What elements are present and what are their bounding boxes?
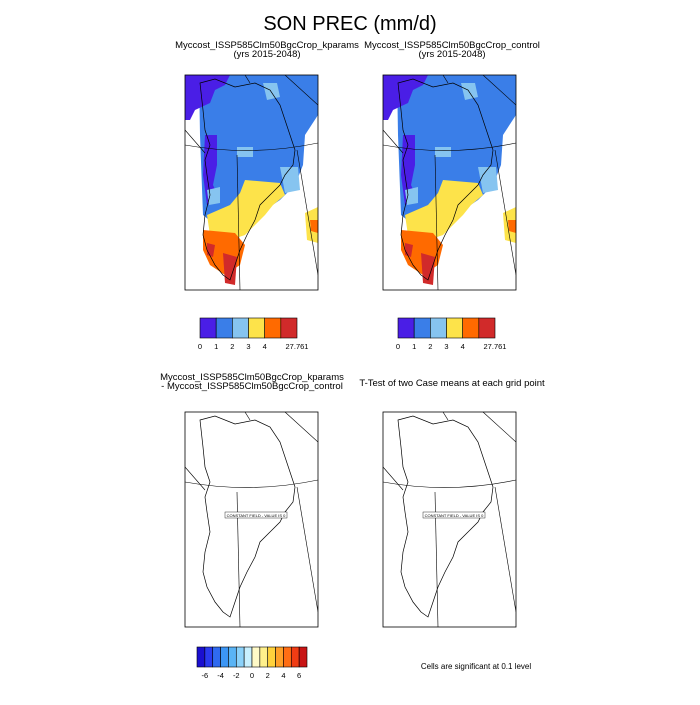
main-title: SON PREC (mm/d) (263, 13, 436, 35)
map-frame (382, 74, 517, 291)
map (383, 412, 516, 627)
map-panel (382, 74, 517, 291)
colorbar-label: 4 (263, 342, 267, 351)
map-frame (184, 411, 319, 628)
colorbar-box (283, 646, 292, 668)
colorbar-label: 2 (428, 342, 432, 351)
colorbar-label: 27.761 (484, 342, 507, 351)
colorbar-label: 6 (297, 671, 301, 680)
colorbar-box (228, 646, 237, 668)
precip-field (383, 75, 516, 285)
colorbar-box (397, 317, 415, 339)
colorbar-box (280, 317, 298, 339)
colorbar-label: 27.761 (286, 342, 309, 351)
colorbar-box (462, 317, 480, 339)
colorbar-label: -6 (202, 671, 209, 680)
colorbar-box (290, 646, 300, 668)
colorbar-box (248, 317, 265, 339)
panel-title: Myccost_ISSP585Clm50BgcCrop_kparams (160, 372, 344, 383)
graticule (185, 412, 318, 627)
colorbar-box (212, 646, 221, 668)
colorbar-label: 0 (198, 342, 202, 351)
colorbar-box (251, 646, 261, 668)
field-label-box (422, 511, 486, 519)
map (185, 75, 318, 290)
panel-title: Myccost_ISSP585Clm50BgcCrop_control (364, 40, 540, 51)
colorbar-box (267, 646, 276, 668)
colorbar-box (243, 646, 253, 668)
precip-field (185, 75, 318, 285)
map-panel: CONSTANT FIELD - VALUE IS 0 (184, 411, 319, 628)
colorbar-box (413, 317, 431, 339)
colorbar-box (199, 317, 217, 339)
panel-title: (yrs 2015-2048) (418, 49, 485, 60)
colorbar-label: 1 (412, 342, 416, 351)
colorbar-label: 0 (396, 342, 400, 351)
map (383, 75, 516, 290)
colorbar-label: 3 (444, 342, 448, 351)
colorbar-box (446, 317, 463, 339)
colorbar-box (235, 646, 245, 668)
field-label: CONSTANT FIELD - VALUE IS 0 (227, 513, 286, 518)
panel-title: T-Test of two Case means at each grid po… (359, 378, 545, 389)
map-frame (184, 74, 319, 291)
colorbar-label: 0 (250, 671, 254, 680)
panel-title: Myccost_ISSP585Clm50BgcCrop_kparams (175, 40, 359, 51)
colorbar-box (430, 317, 447, 339)
colorbar-box (204, 646, 214, 668)
map-frame (382, 411, 517, 628)
colorbar-label: 2 (230, 342, 234, 351)
colorbar-label: 2 (266, 671, 270, 680)
field-label: CONSTANT FIELD - VALUE IS 0 (425, 513, 484, 518)
panel-title: (yrs 2015-2048) (233, 49, 300, 60)
colorbar-box (275, 646, 284, 668)
colorbar-box (298, 646, 308, 668)
colorbar-box (259, 646, 269, 668)
field-label-box (224, 511, 288, 519)
note: Cells are significant at 0.1 level (421, 662, 532, 671)
colorbar-label: -4 (217, 671, 224, 680)
panel-title: - Myccost_ISSP585Clm50BgcCrop_control (161, 381, 343, 392)
map-panel: CONSTANT FIELD - VALUE IS 0 (382, 411, 517, 628)
colorbar-label: 3 (246, 342, 250, 351)
colorbar-box (264, 317, 282, 339)
graticule (383, 412, 516, 627)
colorbar-box (232, 317, 249, 339)
colorbar-box (478, 317, 496, 339)
colorbar-label: -2 (233, 671, 240, 680)
colorbar-box (220, 646, 229, 668)
colorbar-label: 1 (214, 342, 218, 351)
colorbar-box (215, 317, 233, 339)
map-panel (184, 74, 319, 291)
colorbar-label: 4 (461, 342, 465, 351)
colorbar-box (196, 646, 206, 668)
map (185, 412, 318, 627)
colorbar-label: 4 (281, 671, 285, 680)
